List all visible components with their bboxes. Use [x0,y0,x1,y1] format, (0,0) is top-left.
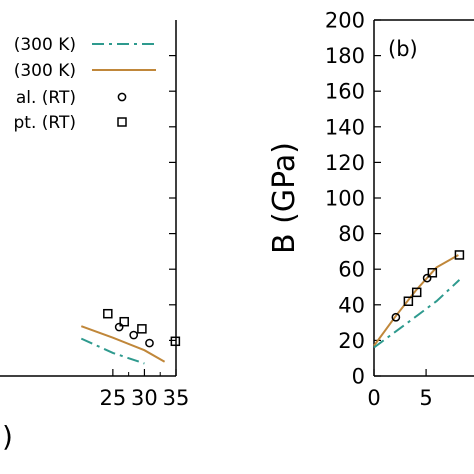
data-point-circle [145,338,154,348]
data-point-square [403,296,414,306]
y-tick-label: 20 [338,329,365,353]
x-tick-label: 25 [99,386,126,410]
legend-label: pt. (RT) [14,113,77,133]
data-point-circle [422,273,432,283]
y-tick-label: 180 [325,44,365,68]
x-tick-label: 35 [163,386,190,410]
series-line-solid [373,254,459,347]
series-line-dash-dot [80,337,145,365]
data-point-square [119,316,129,327]
data-point-square [137,324,147,334]
data-point-square [427,268,438,278]
legend-label: (300 K) [14,61,76,81]
x-axis-label-fragment: ) [2,420,13,453]
legend-marker-square [117,117,127,127]
y-tick-label: 60 [338,258,365,282]
data-point-square [411,287,422,298]
y-tick-label: 0 [352,365,365,389]
y-tick-label: 80 [338,222,365,246]
data-point-circle [114,322,124,332]
panel-annotation: (b) [388,37,418,61]
y-tick-label: 200 [325,9,365,33]
panel-b: 0 20 40 60 80 100 120 140 160 180 200 0 5 B (GPa) (b) [267,9,474,410]
data-point-square [103,308,113,319]
y-tick-label: 100 [325,187,365,211]
legend-label: al. (RT) [16,88,76,108]
x-tick-label: 30 [131,386,158,410]
data-point-circle [391,312,401,322]
data-point-square [454,250,465,260]
data-point-circle [129,330,139,340]
series-line-dash-dot [373,279,461,349]
y-tick-label: 160 [325,80,365,104]
x-tick-label: 0 [367,386,380,410]
legend-label: (300 K) [14,35,76,55]
y-tick-label: 120 [325,151,365,175]
series-line-solid [80,325,166,363]
y-tick-label: 140 [325,115,365,139]
panel-a: 25 30 35) (300 K) (300 K) al. (RT) pt. (RT) [0,20,189,453]
legend-marker-circle [117,92,127,102]
x-tick-label: 5 [419,386,432,410]
y-axis-label: B (GPa) [267,142,302,254]
data-point-square [170,336,181,347]
y-tick-label: 40 [338,293,365,317]
legend: (300 K) (300 K) al. (RT) pt. (RT) [14,35,156,133]
